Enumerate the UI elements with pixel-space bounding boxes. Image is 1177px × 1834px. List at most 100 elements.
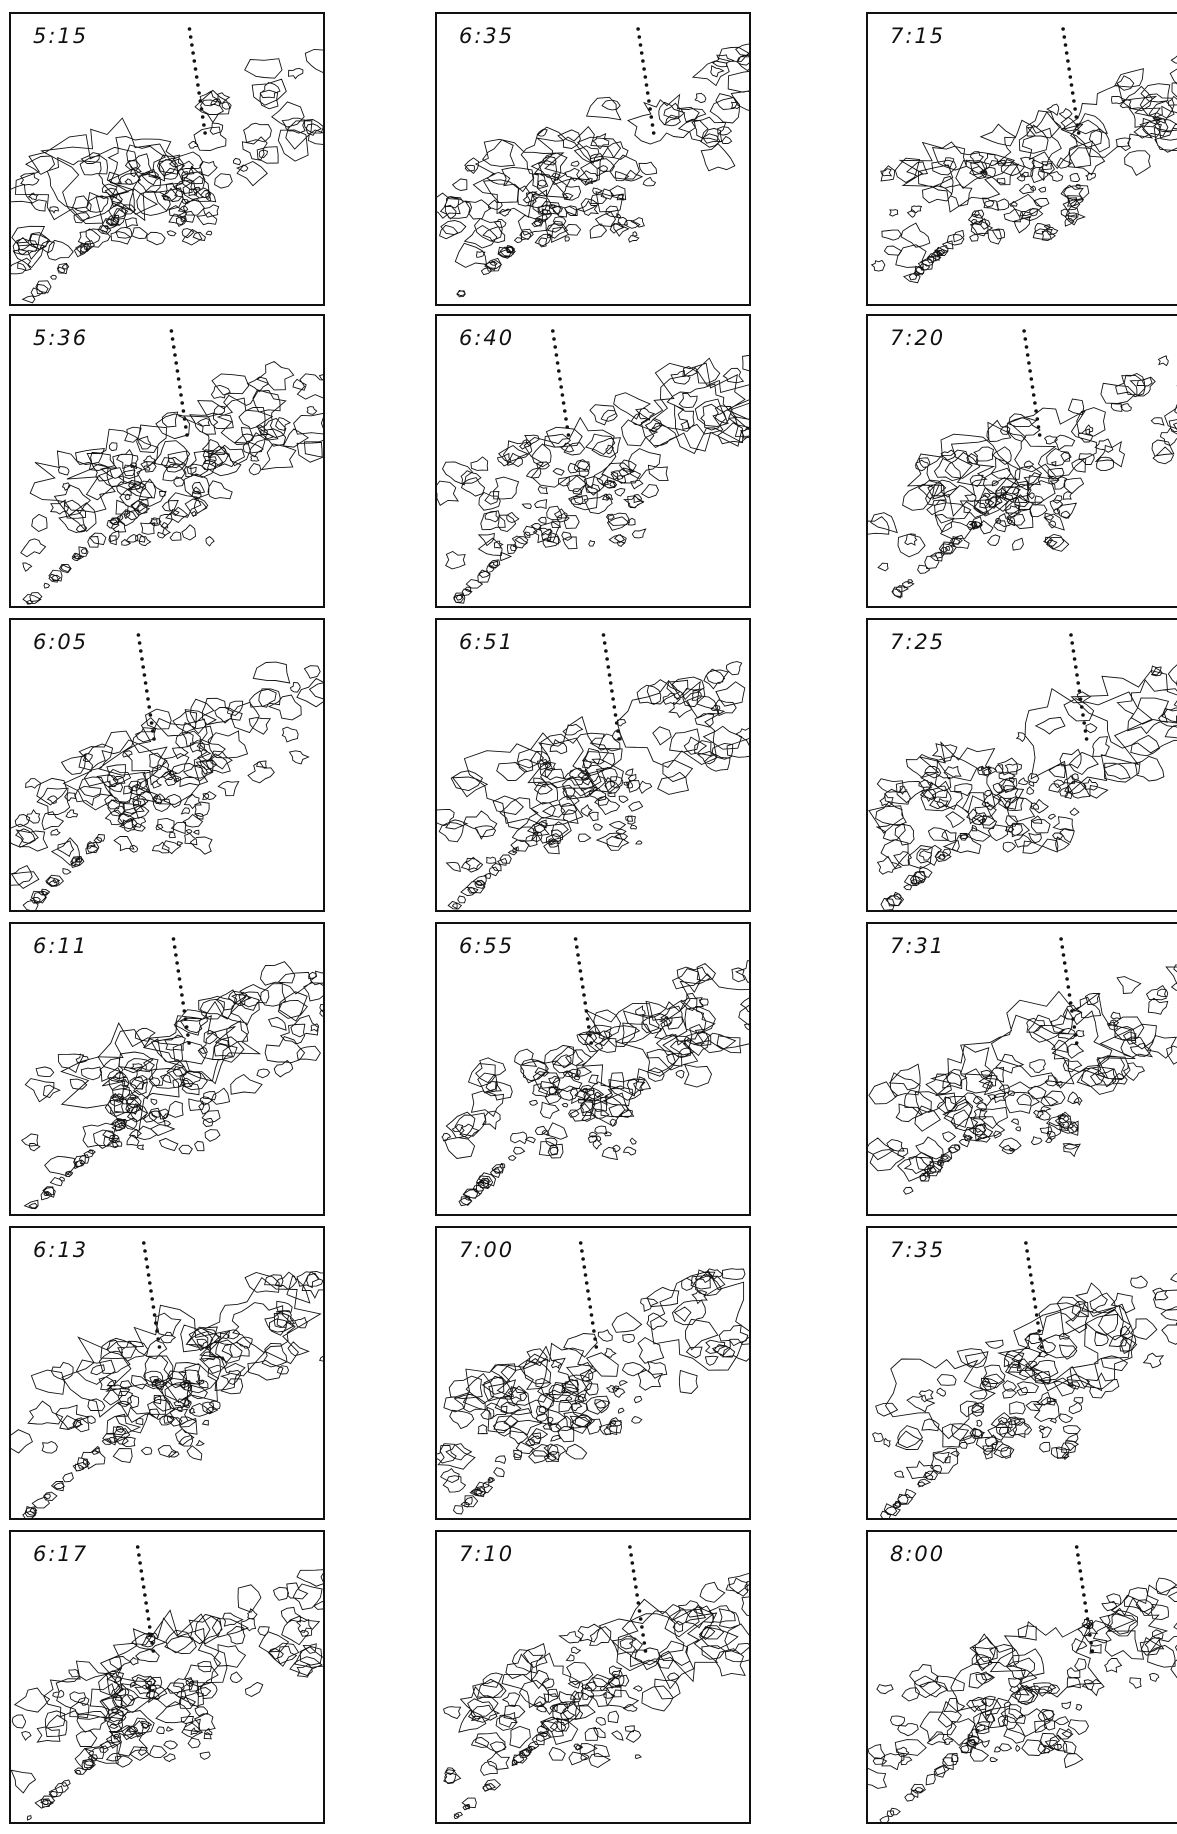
track-dot [636,27,640,31]
track-dot [1027,1257,1031,1261]
echo-contours [868,620,1177,912]
track-dot [635,1593,639,1597]
track-dot [150,1641,154,1645]
contour [437,355,751,603]
radar-panel: 6:40 [435,314,751,608]
track-dot [176,369,180,373]
track-dot [583,1001,587,1005]
track-dot [1065,51,1069,55]
track-dot [1086,1617,1090,1621]
track-dot [640,51,644,55]
track-dot [1063,961,1067,965]
track-dot [1028,1265,1032,1269]
echo-contours [868,924,1177,1216]
time-label: 6:51 [459,630,514,654]
time-label: 7:25 [890,630,945,654]
track-dot [651,123,655,127]
track-dot [1025,345,1029,349]
track-dot [638,35,642,39]
track-dot [1063,35,1067,39]
track-dot [145,689,149,693]
track-dot [581,1257,585,1261]
track-dot [183,1009,187,1013]
track-dot [191,51,195,55]
echo-contours [868,316,1177,608]
contour [868,356,1177,598]
track-dot [586,1289,590,1293]
track-dot [1073,1025,1077,1029]
track-dot [1037,425,1041,429]
track-dot [137,1553,141,1557]
track-dot [643,1641,647,1645]
track-dot [614,713,618,717]
echo-contours [11,14,325,306]
track-dot [1079,1569,1083,1573]
track-dot [1065,977,1069,981]
track-dot [183,417,187,421]
track-dot [138,641,142,645]
track-dot [1028,369,1032,373]
radar-panel: 7:15 [866,12,1177,306]
track-dot [144,1257,148,1261]
track-dot [581,985,585,989]
track-dot [639,1617,643,1621]
radar-panel: 7:20 [866,314,1177,608]
track-dot [1067,985,1071,989]
track-dot [143,1593,147,1597]
track-dot [1069,75,1073,79]
echo-contours [11,1532,325,1824]
track-dot [587,1025,591,1029]
time-label: 7:31 [890,934,945,958]
radar-panel: 7:35 [866,1226,1177,1520]
track-dot [148,1625,152,1629]
track-dot [138,1561,142,1565]
contour [437,662,751,910]
echo-contours [437,1228,751,1520]
echo-contours [437,316,751,608]
track-dot [564,417,568,421]
track-dot [146,1265,150,1269]
track-dot [1024,337,1028,341]
contour [868,965,1177,1195]
track-dot [645,83,649,87]
track-dot [1074,1033,1078,1037]
track-dot [190,43,194,47]
track-dot [178,385,182,389]
track-dot [146,1609,150,1613]
track-dot [136,1545,140,1549]
track-dot [587,1297,591,1301]
radar-panel: 6:51 [435,618,751,912]
track-dot [137,633,141,637]
track-dot [1079,697,1083,701]
track-dot [188,27,192,31]
radar-panel: 6:05 [9,618,325,912]
track-dot [174,953,178,957]
track-dot [151,729,155,733]
track-dot [611,697,615,701]
track-dot [197,91,201,95]
time-label: 7:35 [890,1238,945,1262]
echo-contours [437,924,751,1216]
track-dot [1040,1345,1044,1349]
track-dot [1075,673,1079,677]
track-dot [1083,1601,1087,1605]
track-dot [1066,59,1070,63]
contour [872,56,1177,283]
track-dot [640,1625,644,1629]
track-dot [582,993,586,997]
track-dot [147,1273,151,1277]
echo-contours [868,14,1177,306]
track-dot [1070,83,1074,87]
track-dot [580,1249,584,1253]
track-dot [1064,43,1068,47]
track-dot [149,1633,153,1637]
contour [444,1573,751,1819]
track-dot [171,337,175,341]
track-dot [140,1569,144,1573]
track-dot [609,681,613,685]
time-label: 7:20 [890,326,945,350]
track-dot [613,705,617,709]
time-label: 7:10 [459,1542,514,1566]
track-dot [1031,1289,1035,1293]
track-dot [576,953,580,957]
